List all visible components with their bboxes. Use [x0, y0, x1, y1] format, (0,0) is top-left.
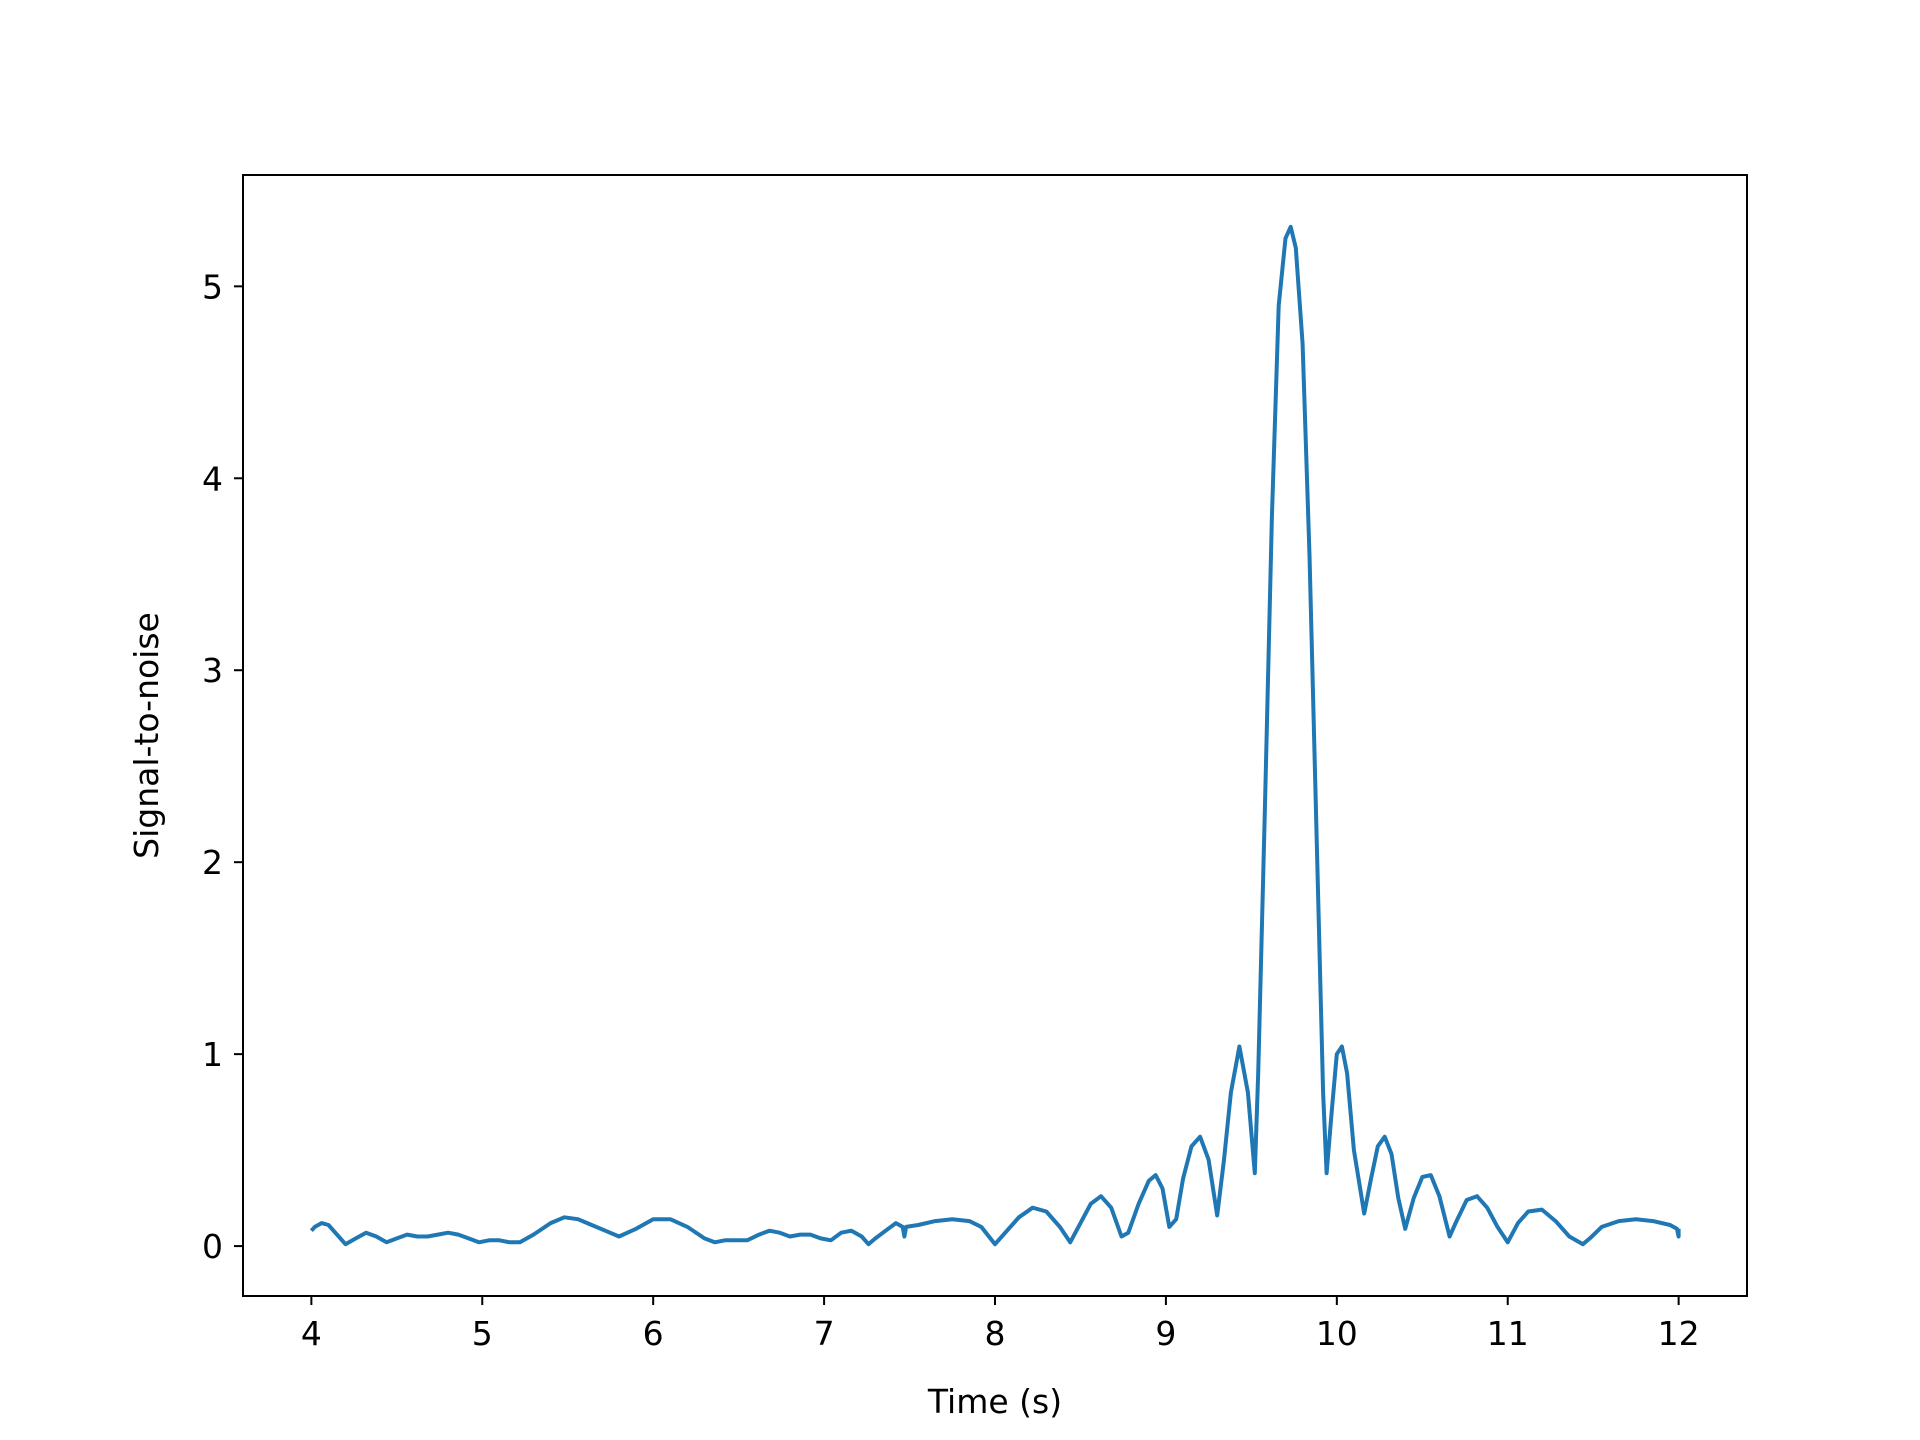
x-tick-label: 5: [472, 1314, 493, 1353]
series-line-0: [309, 224, 1681, 1247]
axes-frame: [242, 174, 1748, 1297]
x-tick-label: 9: [1155, 1314, 1176, 1353]
x-tick-label: 12: [1658, 1314, 1700, 1353]
x-tick-label: 6: [643, 1314, 664, 1353]
y-tick-label: 2: [202, 843, 223, 882]
x-tick-label: 8: [985, 1314, 1006, 1353]
y-tick-label: 3: [202, 651, 223, 690]
plot-area: [309, 224, 1681, 1247]
y-tick-label: 4: [202, 459, 223, 498]
y-axis: 0 1 2 3 4 5: [202, 267, 243, 1266]
x-tick-label: 4: [301, 1314, 322, 1353]
y-tick-label: 5: [202, 267, 223, 306]
y-axis-label: Signal-to-noise: [127, 612, 166, 859]
x-axis: 4 5 6 7 8 9 10 11 12: [301, 1296, 1700, 1353]
x-tick-label: 7: [814, 1314, 835, 1353]
y-tick-label: 1: [202, 1035, 223, 1074]
x-axis-label: Time (s): [927, 1382, 1062, 1421]
x-tick-label: 11: [1487, 1314, 1529, 1353]
y-tick-label: 0: [202, 1227, 223, 1266]
x-tick-label: 10: [1316, 1314, 1358, 1353]
